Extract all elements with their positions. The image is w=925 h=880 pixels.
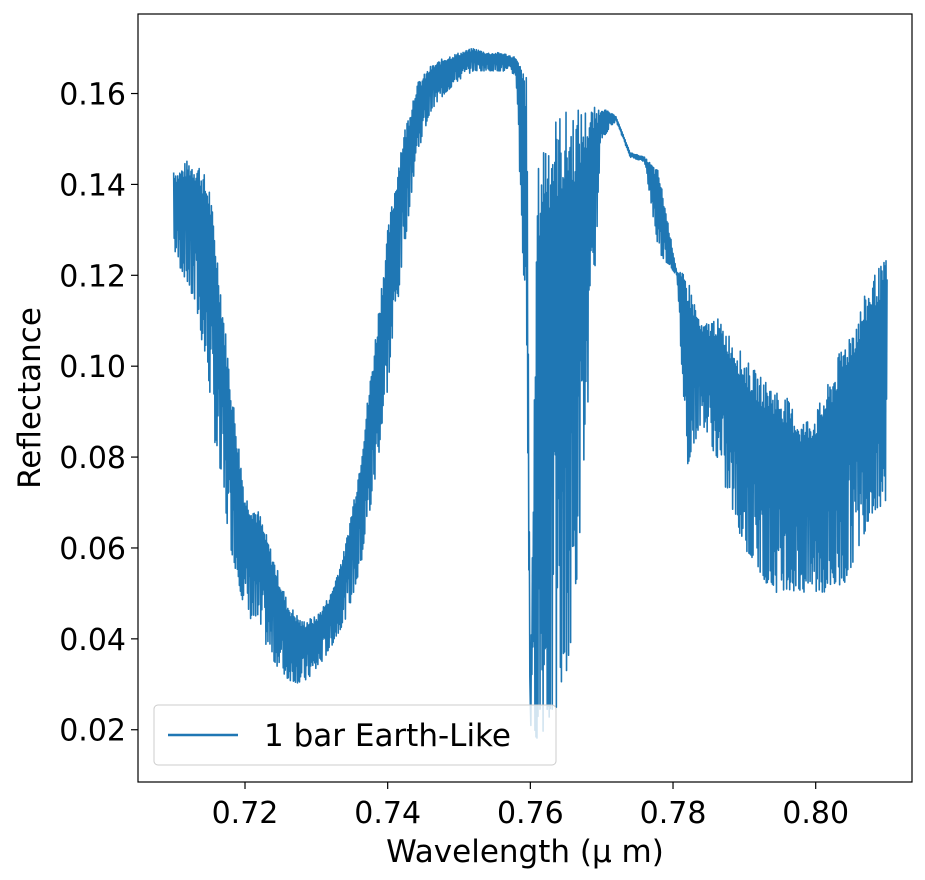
- y-tick-label: 0.04: [59, 623, 126, 658]
- x-tick-label: 0.72: [212, 796, 279, 831]
- y-tick-label: 0.16: [59, 78, 126, 113]
- x-tick-label: 0.74: [354, 796, 421, 831]
- legend: 1 bar Earth-Like: [153, 704, 557, 766]
- y-tick-label: 0.10: [59, 350, 126, 385]
- y-tick-label: 0.12: [59, 259, 126, 294]
- y-axis: 0.02 0.04 0.06 0.08 0.10 0.12 0.14 0.16: [59, 78, 138, 749]
- x-tick-label: 0.78: [640, 796, 707, 831]
- y-axis-title: Reflectance: [12, 307, 48, 489]
- y-tick-label: 0.08: [59, 441, 126, 476]
- x-tick-label: 0.80: [782, 796, 849, 831]
- x-tick-label: 0.76: [497, 796, 564, 831]
- plot-frame: [137, 13, 913, 783]
- y-tick-label: 0.14: [59, 168, 126, 203]
- y-tick-label: 0.02: [59, 714, 126, 749]
- x-axis-title: Wavelength (μ m): [386, 834, 664, 870]
- legend-box: [153, 704, 557, 766]
- legend-label: 1 bar Earth-Like: [264, 718, 511, 754]
- x-axis: 0.72 0.74 0.76 0.78 0.80: [212, 782, 849, 831]
- y-tick-label: 0.06: [59, 532, 126, 567]
